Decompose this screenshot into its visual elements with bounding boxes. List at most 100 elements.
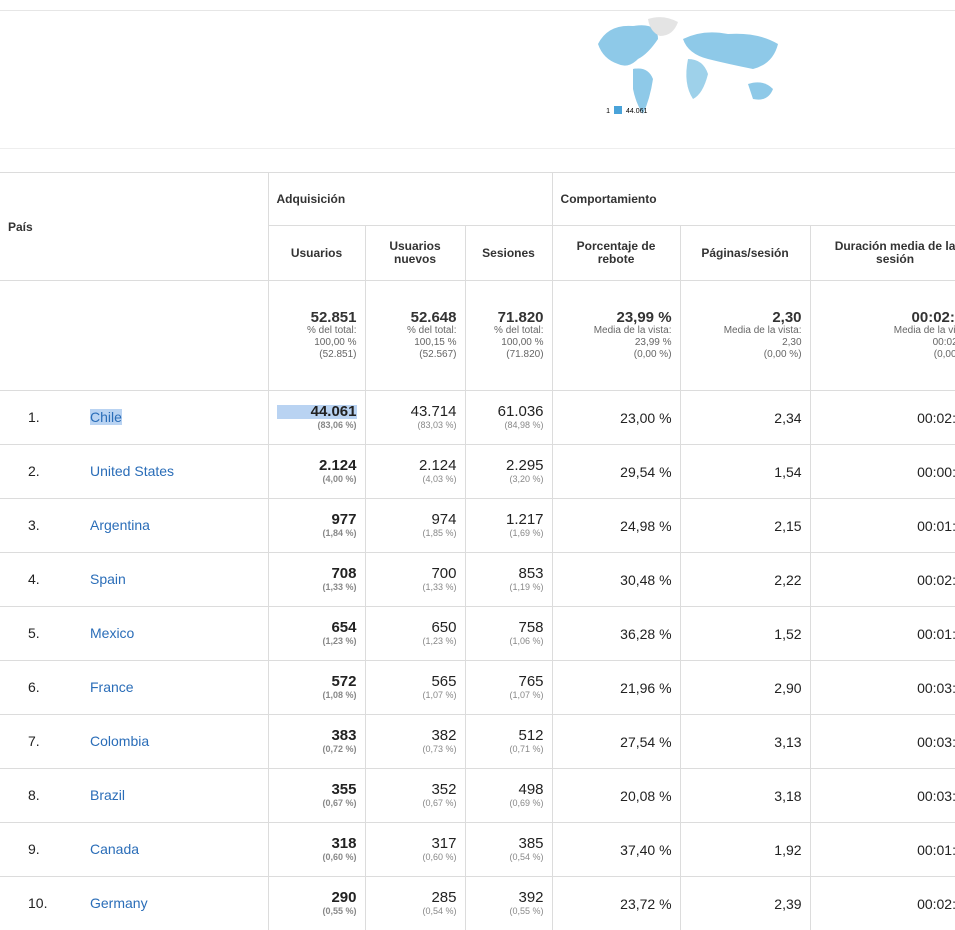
pages-value: 1,92 xyxy=(774,841,802,858)
sessions-value: 61.036 xyxy=(497,402,544,420)
sessions-percent: (0,71 %) xyxy=(509,743,544,754)
users-percent: (0,55 %) xyxy=(322,905,357,916)
duration-value: 00:00:55 xyxy=(917,463,955,480)
new_users-percent: (1,33 %) xyxy=(422,581,457,592)
new_users-percent: (0,67 %) xyxy=(422,797,457,808)
users-cell: 977 (1,84 %) xyxy=(267,498,366,553)
totals-detail: 23,99 % xyxy=(634,336,672,348)
column-header[interactable]: Páginas/sesión xyxy=(679,225,811,281)
duration-cell: 00:01:35 xyxy=(809,822,955,877)
column-header[interactable]: Usuarios xyxy=(268,225,366,281)
column-header[interactable]: Porcentaje de rebote xyxy=(551,225,681,281)
country-cell: 10. Germany xyxy=(0,876,269,930)
pages-value: 3,13 xyxy=(774,733,802,750)
totals-value: 23,99 % xyxy=(616,308,672,326)
country-cell: 1. Chile xyxy=(0,390,269,445)
country-cell: 2. United States xyxy=(0,444,269,499)
sessions-percent: (1,06 %) xyxy=(509,635,544,646)
totals-detail: (71.820) xyxy=(506,348,544,360)
duration-value: 00:02:30 xyxy=(917,409,955,426)
users-value: 977 xyxy=(331,510,357,528)
pages-value: 2,39 xyxy=(774,895,802,912)
users-value: 708 xyxy=(331,564,357,582)
country-cell: 6. France xyxy=(0,660,269,715)
duration-cell: 00:02:37 xyxy=(809,876,955,930)
new_users-cell: 285 (0,54 %) xyxy=(364,876,466,930)
new_users-cell: 974 (1,85 %) xyxy=(364,498,466,553)
users-value: 2.124 xyxy=(318,456,357,474)
country-link[interactable]: Chile xyxy=(90,408,122,425)
sessions-percent: (84,98 %) xyxy=(504,419,544,430)
column-header[interactable]: Usuarios nuevos xyxy=(364,225,466,281)
country-header[interactable]: País xyxy=(0,172,269,281)
new_users-value: 382 xyxy=(431,726,457,744)
country-cell: 9. Canada xyxy=(0,822,269,877)
users-cell: 383 (0,72 %) xyxy=(267,714,366,769)
map-region xyxy=(748,82,773,100)
sessions-cell: 512 (0,71 %) xyxy=(464,714,553,769)
duration-value: 00:01:43 xyxy=(917,517,955,534)
totals-value: 52.648 xyxy=(410,308,457,326)
users-cell: 708 (1,33 %) xyxy=(267,552,366,607)
data-row: 5. Mexico 654 (1,23 %) 650 (1,23 %) 758 (1,06 %… xyxy=(0,606,955,661)
country-link[interactable]: Brazil xyxy=(90,786,126,803)
country-link[interactable]: Spain xyxy=(90,570,126,587)
bounce-value: 24,98 % xyxy=(620,517,672,534)
duration-value: 00:03:17 xyxy=(917,787,955,804)
country-link[interactable]: France xyxy=(90,678,134,695)
country-link[interactable]: Argentina xyxy=(90,516,150,533)
sessions-value: 385 xyxy=(518,834,544,852)
new_users-value: 2.124 xyxy=(418,456,457,474)
rank: 9. xyxy=(28,840,40,857)
sessions-value: 498 xyxy=(518,780,544,798)
divider xyxy=(0,148,955,149)
map-region xyxy=(648,17,678,36)
column-header[interactable]: Duración media de la sesión xyxy=(809,225,955,281)
new_users-cell: 317 (0,60 %) xyxy=(364,822,466,877)
data-row: 10. Germany 290 (0,55 %) 285 (0,54 %) 392 (0,55… xyxy=(0,876,955,930)
country-link[interactable]: Colombia xyxy=(90,732,150,749)
map-region xyxy=(683,32,778,69)
country-link[interactable]: Germany xyxy=(90,894,148,911)
legend-max: 44.061 xyxy=(626,108,648,115)
country-link[interactable]: Canada xyxy=(90,840,140,857)
group-header: Comportamiento xyxy=(551,172,955,226)
totals-label xyxy=(0,280,269,391)
sessions-value: 765 xyxy=(518,672,544,690)
rank: 10. xyxy=(28,894,48,911)
totals-detail: 00:02:30 xyxy=(932,336,955,348)
users-cell: 318 (0,60 %) xyxy=(267,822,366,877)
sessions-percent: (0,55 %) xyxy=(509,905,544,916)
data-row: 4. Spain 708 (1,33 %) 700 (1,33 %) 853 (1,19 %)… xyxy=(0,552,955,607)
new_users-value: 650 xyxy=(431,618,457,636)
totals-value: 2,30 xyxy=(772,308,802,326)
bounce-value: 23,00 % xyxy=(620,409,672,426)
totals-cell: 52.648% del total: 100,15 % (52.567) xyxy=(364,280,466,391)
data-row: 1. Chile 44.061 (83,06 %) 43.714 (83,03 %) 61.… xyxy=(0,390,955,445)
pages-value: 2,90 xyxy=(774,679,802,696)
pages-cell: 1,92 xyxy=(679,822,811,877)
country-link[interactable]: United States xyxy=(90,462,175,479)
duration-cell: 00:03:37 xyxy=(809,714,955,769)
pages-cell: 2,90 xyxy=(679,660,811,715)
new_users-value: 43.714 xyxy=(410,402,457,420)
bounce-value: 23,72 % xyxy=(620,895,672,912)
totals-detail: % del total: xyxy=(307,324,357,336)
new_users-value: 974 xyxy=(431,510,457,528)
new_users-value: 285 xyxy=(431,888,457,906)
bounce-cell: 24,98 % xyxy=(551,498,681,553)
duration-value: 00:01:35 xyxy=(917,841,955,858)
users-value: 572 xyxy=(331,672,357,690)
new_users-percent: (4,03 %) xyxy=(422,473,457,484)
column-header[interactable]: Sesiones xyxy=(464,225,553,281)
duration-cell: 00:00:55 xyxy=(809,444,955,499)
country-link[interactable]: Mexico xyxy=(90,624,135,641)
data-row: 3. Argentina 977 (1,84 %) 974 (1,85 %) 1.217 (1… xyxy=(0,498,955,553)
new_users-cell: 565 (1,07 %) xyxy=(364,660,466,715)
users-value: 318 xyxy=(331,834,357,852)
rank: 6. xyxy=(28,678,40,695)
bounce-cell: 20,08 % xyxy=(551,768,681,823)
totals-detail: % del total: xyxy=(494,324,544,336)
bounce-cell: 29,54 % xyxy=(551,444,681,499)
